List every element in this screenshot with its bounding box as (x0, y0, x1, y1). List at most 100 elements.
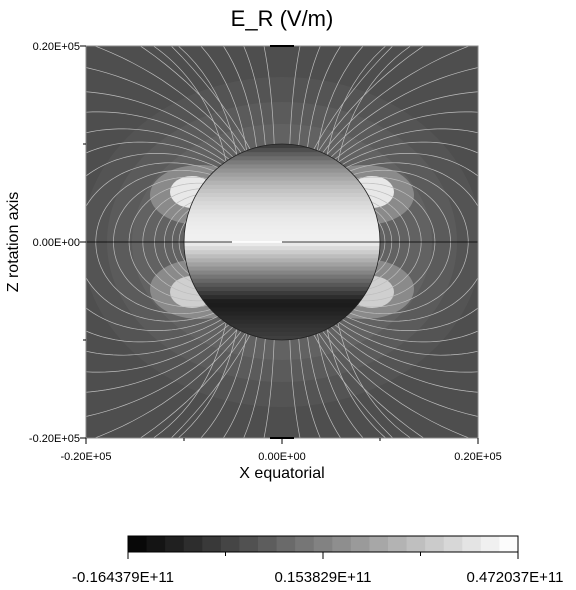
open-field-line (316, 46, 364, 151)
y-tick-label: 0.20E+05 (33, 41, 80, 53)
field-line (86, 128, 226, 356)
colorbar-label-mid: 0.153829E+11 (275, 569, 372, 586)
sphere-band (184, 311, 380, 317)
open-field-line (243, 46, 266, 146)
field-line (86, 111, 230, 373)
sphere-band (184, 274, 380, 280)
sphere-band (184, 201, 380, 206)
colorbar-swatch (425, 536, 445, 552)
colorbar-swatch (499, 536, 519, 552)
sphere-band (184, 209, 380, 215)
field-line (338, 128, 478, 356)
x-tick-label: 0.20E+05 (454, 451, 501, 463)
sphere-band (184, 335, 380, 340)
x-tick-label: 0.00E+00 (258, 451, 305, 463)
y-axis: 0.20E+05 0.00E+00 -0.20E+05 Z rotation a… (5, 41, 86, 445)
sphere-band (184, 331, 380, 337)
colorbar-swatch (388, 536, 408, 552)
chart-title: E_R (V/m) (231, 6, 334, 31)
sphere-band (184, 152, 380, 157)
field-line (86, 141, 222, 343)
sphere-band (184, 270, 380, 276)
sphere-band (184, 323, 380, 329)
open-field-line (337, 322, 411, 438)
open-field-line (153, 322, 227, 438)
open-field-line (326, 46, 386, 156)
y-tick-label: 0.00E+00 (33, 237, 80, 249)
open-field-line (243, 338, 266, 438)
sphere-band (184, 303, 380, 308)
sphere-band (184, 156, 380, 161)
sphere-bands (184, 144, 380, 340)
field-line (86, 153, 219, 331)
open-field-line (289, 339, 301, 438)
sphere-band (184, 176, 380, 182)
sphere-band (184, 254, 380, 259)
colorbar-swatch (202, 536, 222, 552)
open-field-line (178, 328, 238, 438)
sphere-band (184, 148, 380, 153)
colorbar-swatch (332, 536, 352, 552)
sphere-band (184, 160, 380, 166)
sphere-band (184, 327, 380, 333)
field-line (334, 111, 478, 373)
field-line (86, 67, 238, 417)
sphere-band (184, 184, 380, 190)
colorbar-swatch (146, 536, 166, 552)
sphere-band (184, 319, 380, 325)
open-field-line (326, 328, 386, 438)
field-line (345, 153, 478, 331)
colorbar-swatches (128, 536, 519, 552)
sphere-band (184, 168, 380, 174)
sphere-band (184, 225, 380, 231)
colorbar-label-max: 0.472037E+11 (467, 569, 564, 586)
sphere-band (184, 213, 380, 219)
colorbar-swatch (443, 536, 463, 552)
open-field-line (178, 46, 238, 156)
colorbar-swatch (480, 536, 501, 552)
colorbar-swatch (462, 536, 482, 552)
colorbar-swatch (220, 536, 241, 552)
colorbar-swatch (258, 536, 278, 552)
sphere-band (184, 193, 380, 198)
colorbar-swatch (350, 536, 371, 552)
x-axis-label: X equatorial (239, 465, 324, 482)
open-field-line (200, 46, 248, 151)
sphere-band (184, 291, 380, 296)
sphere-band (184, 250, 380, 255)
sphere-band (184, 229, 380, 235)
open-field-line (337, 46, 411, 162)
sphere-band (184, 180, 380, 186)
colorbar-swatch (406, 536, 426, 552)
sphere-band (184, 144, 380, 149)
sphere-band (184, 172, 380, 178)
colorbar-swatch (239, 536, 259, 552)
open-field-line (223, 336, 257, 438)
sphere-band (184, 266, 380, 272)
colorbar-swatch (295, 536, 315, 552)
sphere-band (184, 237, 380, 243)
open-field-line (298, 338, 321, 438)
colorbar-swatch (165, 536, 185, 552)
colorbar-label-min: -0.164379E+11 (72, 569, 174, 586)
sphere-band (184, 315, 380, 321)
field-line (349, 162, 478, 322)
sphere-band (184, 295, 380, 300)
field-line (86, 162, 215, 322)
sphere-band (184, 233, 380, 239)
sphere-band (184, 164, 380, 170)
field-line (326, 67, 478, 417)
x-axis: -0.20E+05 0.00E+00 0.20E+05 X equatorial (60, 438, 502, 482)
sphere-band (184, 286, 380, 292)
field-line (330, 91, 478, 393)
sphere-band (184, 246, 380, 251)
open-field-line (298, 46, 321, 146)
colorbar: -0.164379E+11 0.153829E+11 0.472037E+11 (72, 535, 564, 586)
field-line (86, 91, 234, 393)
open-field-line (153, 46, 227, 162)
open-field-line (200, 333, 248, 438)
open-field-line (316, 333, 364, 438)
sphere-band (184, 221, 380, 227)
y-tick-label: -0.20E+05 (29, 433, 80, 445)
open-field-line (307, 336, 341, 438)
